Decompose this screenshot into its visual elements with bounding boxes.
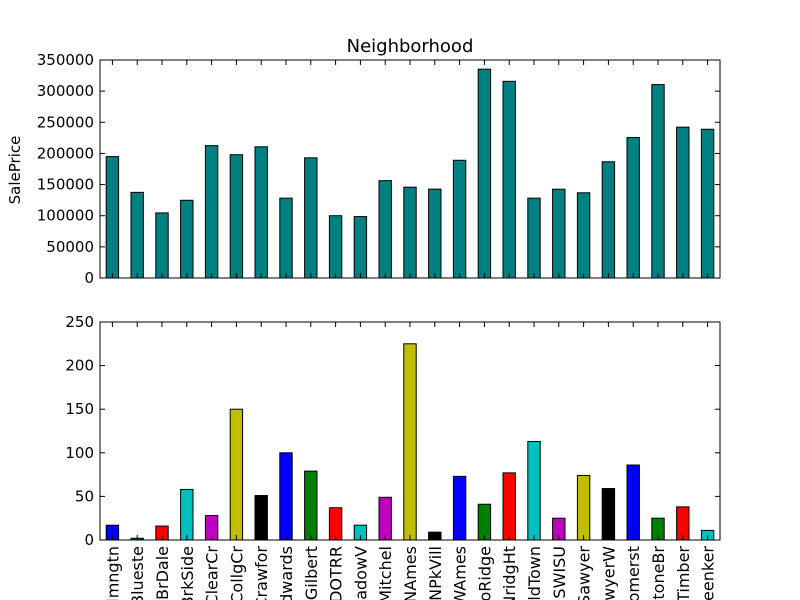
y-tick-label: 200000 — [37, 144, 94, 162]
bar-collgcr — [229, 408, 244, 541]
x-tick-label-nwames: NWAmes — [451, 546, 470, 600]
x-tick-label-clearcr: ClearCr — [203, 546, 222, 600]
bar-oldtown — [527, 197, 541, 279]
y-tick-label: 150000 — [37, 176, 94, 194]
bar-noridge — [477, 503, 492, 541]
bar-collgcr — [229, 154, 244, 279]
bar-sawyerw — [601, 161, 616, 279]
x-tick-label-swisu: SWISU — [550, 546, 569, 599]
y-tick-label: 50 — [75, 487, 94, 505]
top-chart-y-axis: 0 50000 100000 150000 200000 250000 300000 3500… — [37, 51, 720, 287]
bar-crawfor — [254, 146, 268, 279]
x-tick-label-nridght: NridgHt — [500, 546, 519, 600]
bar-clearcr — [204, 145, 219, 279]
bar-names — [403, 186, 417, 279]
bar-blmngtn — [105, 156, 120, 279]
bar-nridght — [502, 472, 516, 541]
bar-crawfor — [254, 495, 268, 541]
bar-nwames — [452, 159, 467, 279]
y-tick-label: 0 — [84, 531, 94, 549]
top-chart-bars — [105, 60, 715, 279]
x-tick-label-mitchel: Mitchel — [376, 546, 395, 600]
x-tick-label-brdale: BrDale — [153, 546, 172, 600]
bar-timber — [676, 126, 690, 279]
x-tick-label-brkside: BrkSide — [178, 546, 197, 600]
y-tick-label: 250 — [65, 313, 94, 331]
bar-nridght — [502, 80, 516, 279]
y-tick-label: 0 — [84, 269, 94, 287]
top-chart: Neighborhood SalePrice 0 50000 100000 15000… — [6, 36, 721, 287]
bar-sawyerw — [601, 488, 616, 541]
x-tick-label-stonebr: StoneBr — [649, 546, 668, 600]
bar-somerst — [626, 464, 640, 541]
bar-somerst — [626, 137, 640, 279]
bar-oldtown — [527, 440, 541, 541]
bar-edwards — [279, 452, 293, 541]
y-tick-label: 350000 — [37, 51, 94, 69]
bar-gilbert — [304, 470, 318, 541]
bottom-chart-plot-frame — [99, 321, 721, 541]
x-tick-label-meadowv: MeadowV — [351, 546, 370, 600]
y-tick-label: 200 — [65, 357, 94, 375]
x-tick-label-npkvill: NPkVill — [426, 546, 445, 600]
x-tick-label-noridge: NoRidge — [475, 546, 494, 600]
x-tick-label-sawyerw: SawyerW — [599, 546, 618, 600]
bar-stonebr — [651, 84, 665, 279]
y-tick-label: 50000 — [46, 238, 94, 256]
top-chart-title: Neighborhood — [347, 36, 474, 57]
bar-idotrr — [328, 215, 343, 279]
x-tick-label-edwards: Edwards — [277, 546, 296, 600]
x-tick-label-idotrr: IDOTRR — [327, 546, 346, 600]
bar-sawyer — [576, 192, 591, 279]
x-tick-label-blmngtn: Blmngtn — [103, 546, 122, 600]
y-tick-label: 100000 — [37, 207, 94, 225]
bar-veenker — [700, 128, 715, 279]
x-tick-label-timber: Timber — [674, 546, 693, 600]
y-tick-label: 300000 — [37, 82, 94, 100]
bar-swisu — [552, 188, 566, 279]
bar-brkside — [180, 199, 194, 279]
bar-mitchel — [378, 496, 392, 541]
bar-sawyer — [576, 474, 591, 541]
top-chart-ylabel: SalePrice — [6, 136, 24, 205]
bottom-chart: 0 50 100 150 200 250 Blmngtn Blueste BrDale BrkS… — [65, 313, 721, 600]
bar-meadowv — [353, 216, 368, 279]
bar-mitchel — [378, 180, 392, 279]
x-tick-label-blueste: Blueste — [128, 546, 147, 600]
bar-noridge — [477, 68, 492, 279]
x-tick-label-sawyer: Sawyer — [575, 546, 594, 600]
y-tick-label: 250000 — [37, 113, 94, 131]
top-chart-plot-frame — [99, 59, 721, 279]
y-tick-label: 100 — [65, 444, 94, 462]
bar-blueste — [130, 191, 144, 279]
bar-brkside — [180, 488, 194, 541]
bar-names — [403, 343, 417, 541]
bar-edwards — [279, 197, 293, 279]
x-tick-label-veenker: Veenker — [699, 546, 718, 600]
bar-gilbert — [304, 157, 318, 279]
bottom-chart-y-axis: 0 50 100 150 200 250 — [65, 313, 720, 549]
x-tick-label-collgcr: CollgCr — [227, 546, 246, 600]
bar-npkvill — [428, 188, 442, 279]
bottom-chart-bars — [105, 322, 715, 541]
bar-nwames — [452, 475, 467, 541]
x-tick-label-gilbert: Gilbert — [302, 546, 321, 600]
x-tick-label-oldtown: OldTown — [525, 546, 544, 600]
y-tick-label: 150 — [65, 400, 94, 418]
x-tick-label-crawfor: Crawfor — [252, 546, 271, 600]
bar-brdale — [155, 212, 169, 279]
x-tick-label-somerst: Somerst — [624, 546, 643, 600]
bottom-chart-x-axis: Blmngtn Blueste BrDale BrkSide ClearCr CollgC… — [103, 546, 717, 600]
x-tick-label-names: NAmes — [401, 546, 420, 600]
